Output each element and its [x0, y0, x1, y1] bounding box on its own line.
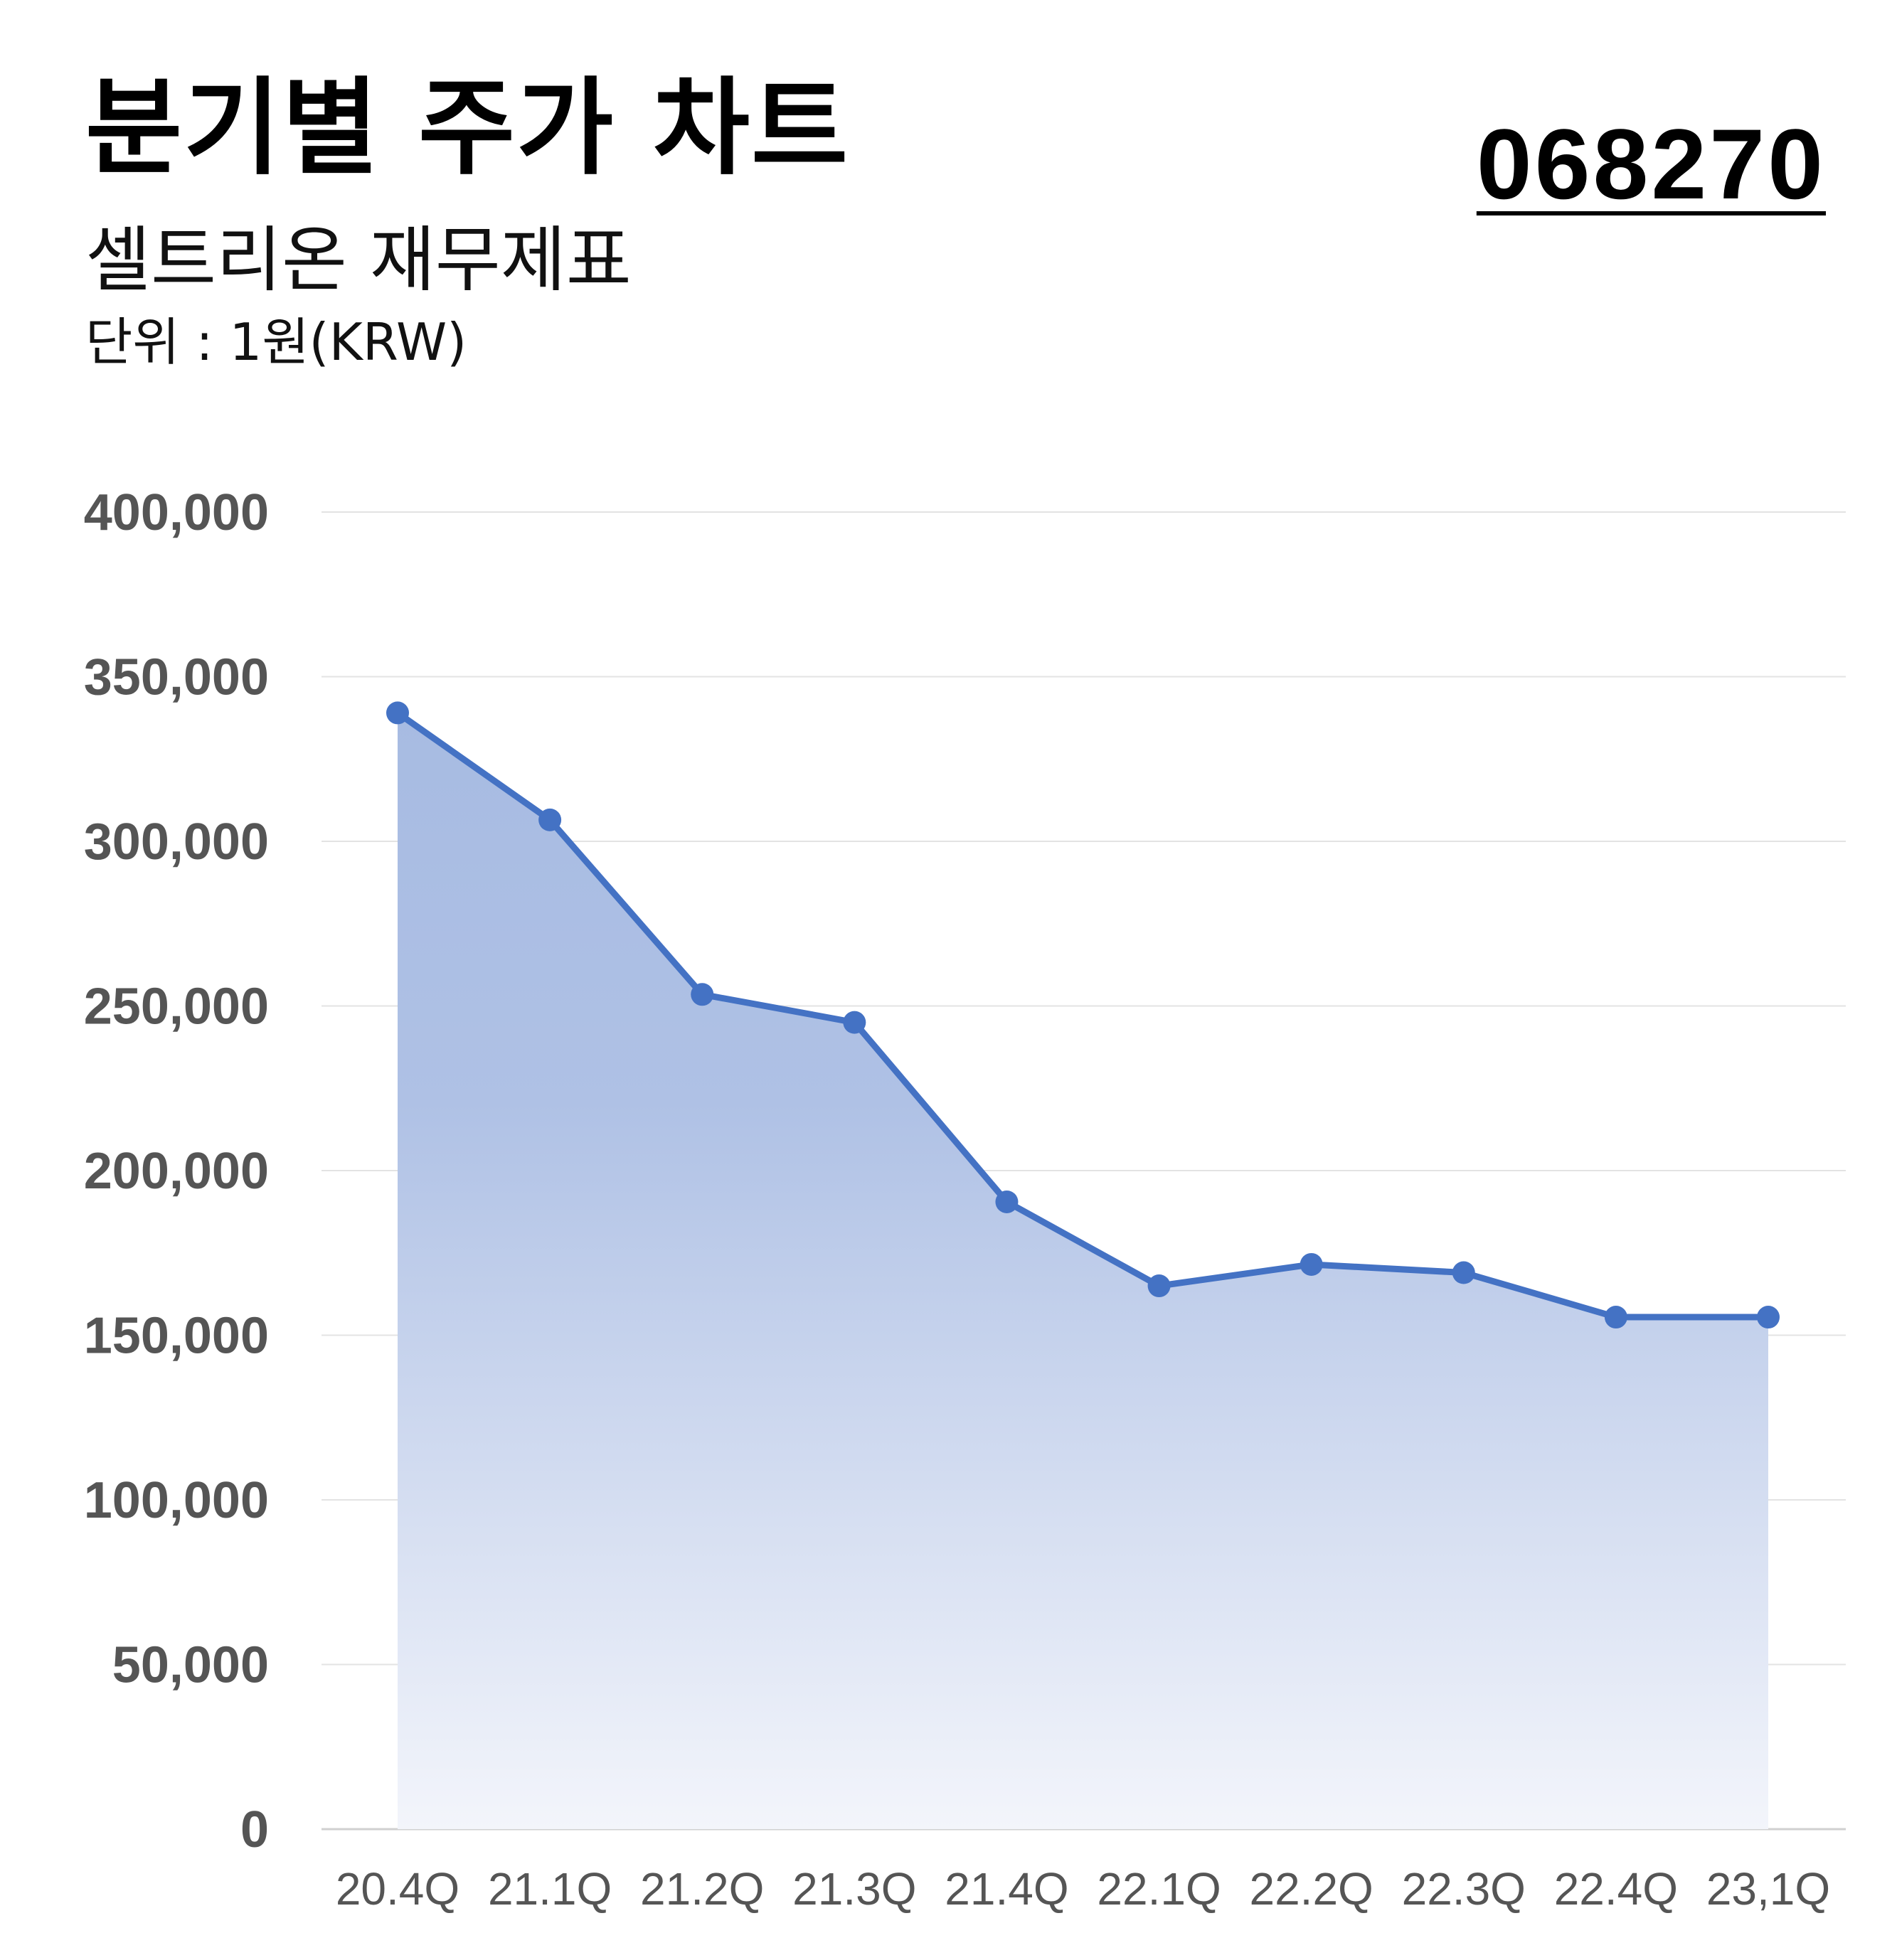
data-point-22.4Q [1604, 1306, 1627, 1329]
x-tick-label: 21.4Q [945, 1863, 1068, 1914]
x-tick-label: 21.2Q [640, 1863, 764, 1914]
x-tick-label: 21.1Q [488, 1863, 612, 1914]
data-point-21.4Q [995, 1190, 1019, 1213]
y-tick-label: 150,000 [84, 1308, 269, 1365]
y-tick-label: 0 [240, 1801, 269, 1858]
series-line-layer [394, 709, 1772, 1321]
data-point-22.2Q [1300, 1252, 1323, 1276]
series-line [394, 709, 1772, 1321]
chart-subtitle: 셀트리온 재무제표 [85, 218, 632, 302]
x-tick-label: 22.3Q [1402, 1863, 1526, 1914]
series-area-fill [398, 713, 1768, 1830]
data-point-21.2Q [691, 983, 714, 1006]
data-point-23,1Q [1757, 1306, 1780, 1329]
stock-code: 068270 [1476, 108, 1826, 220]
y-tick-label: 350,000 [84, 649, 269, 706]
x-axis-ticks: 20.4Q 21.1Q 21.2Q 21.3Q 21.4Q 22.1Q 22.2Q 22.3Q… [336, 1863, 1830, 1914]
data-point-20.4Q [386, 701, 409, 725]
y-tick-label: 200,000 [84, 1143, 269, 1200]
y-tick-label: 400,000 [84, 484, 269, 541]
y-tick-label: 50,000 [112, 1637, 269, 1694]
area-fill-layer [398, 713, 1768, 1830]
y-tick-label: 250,000 [84, 979, 269, 1035]
data-point-22.3Q [1452, 1261, 1475, 1284]
unit-label: 단위 : 1원(KRW) [85, 312, 467, 372]
data-points [386, 701, 1780, 1329]
y-tick-label: 300,000 [84, 814, 269, 870]
y-tick-label: 100,000 [84, 1472, 269, 1529]
x-tick-label: 22.4Q [1554, 1863, 1678, 1914]
y-axis-ticks: 0 50,000 100,000 150,000 200,000 250,000 300,0… [84, 484, 269, 1858]
x-tick-label: 20.4Q [336, 1863, 459, 1914]
data-point-21.3Q [843, 1011, 866, 1034]
x-tick-label: 21.3Q [792, 1863, 916, 1914]
chart-title: 분기별 주가 차트 [85, 67, 850, 189]
x-tick-label: 23,1Q [1706, 1863, 1830, 1914]
data-point-21.1Q [538, 808, 562, 831]
data-point-22.1Q [1147, 1274, 1171, 1298]
x-tick-label: 22.2Q [1249, 1863, 1373, 1914]
x-tick-label: 22.1Q [1097, 1863, 1221, 1914]
